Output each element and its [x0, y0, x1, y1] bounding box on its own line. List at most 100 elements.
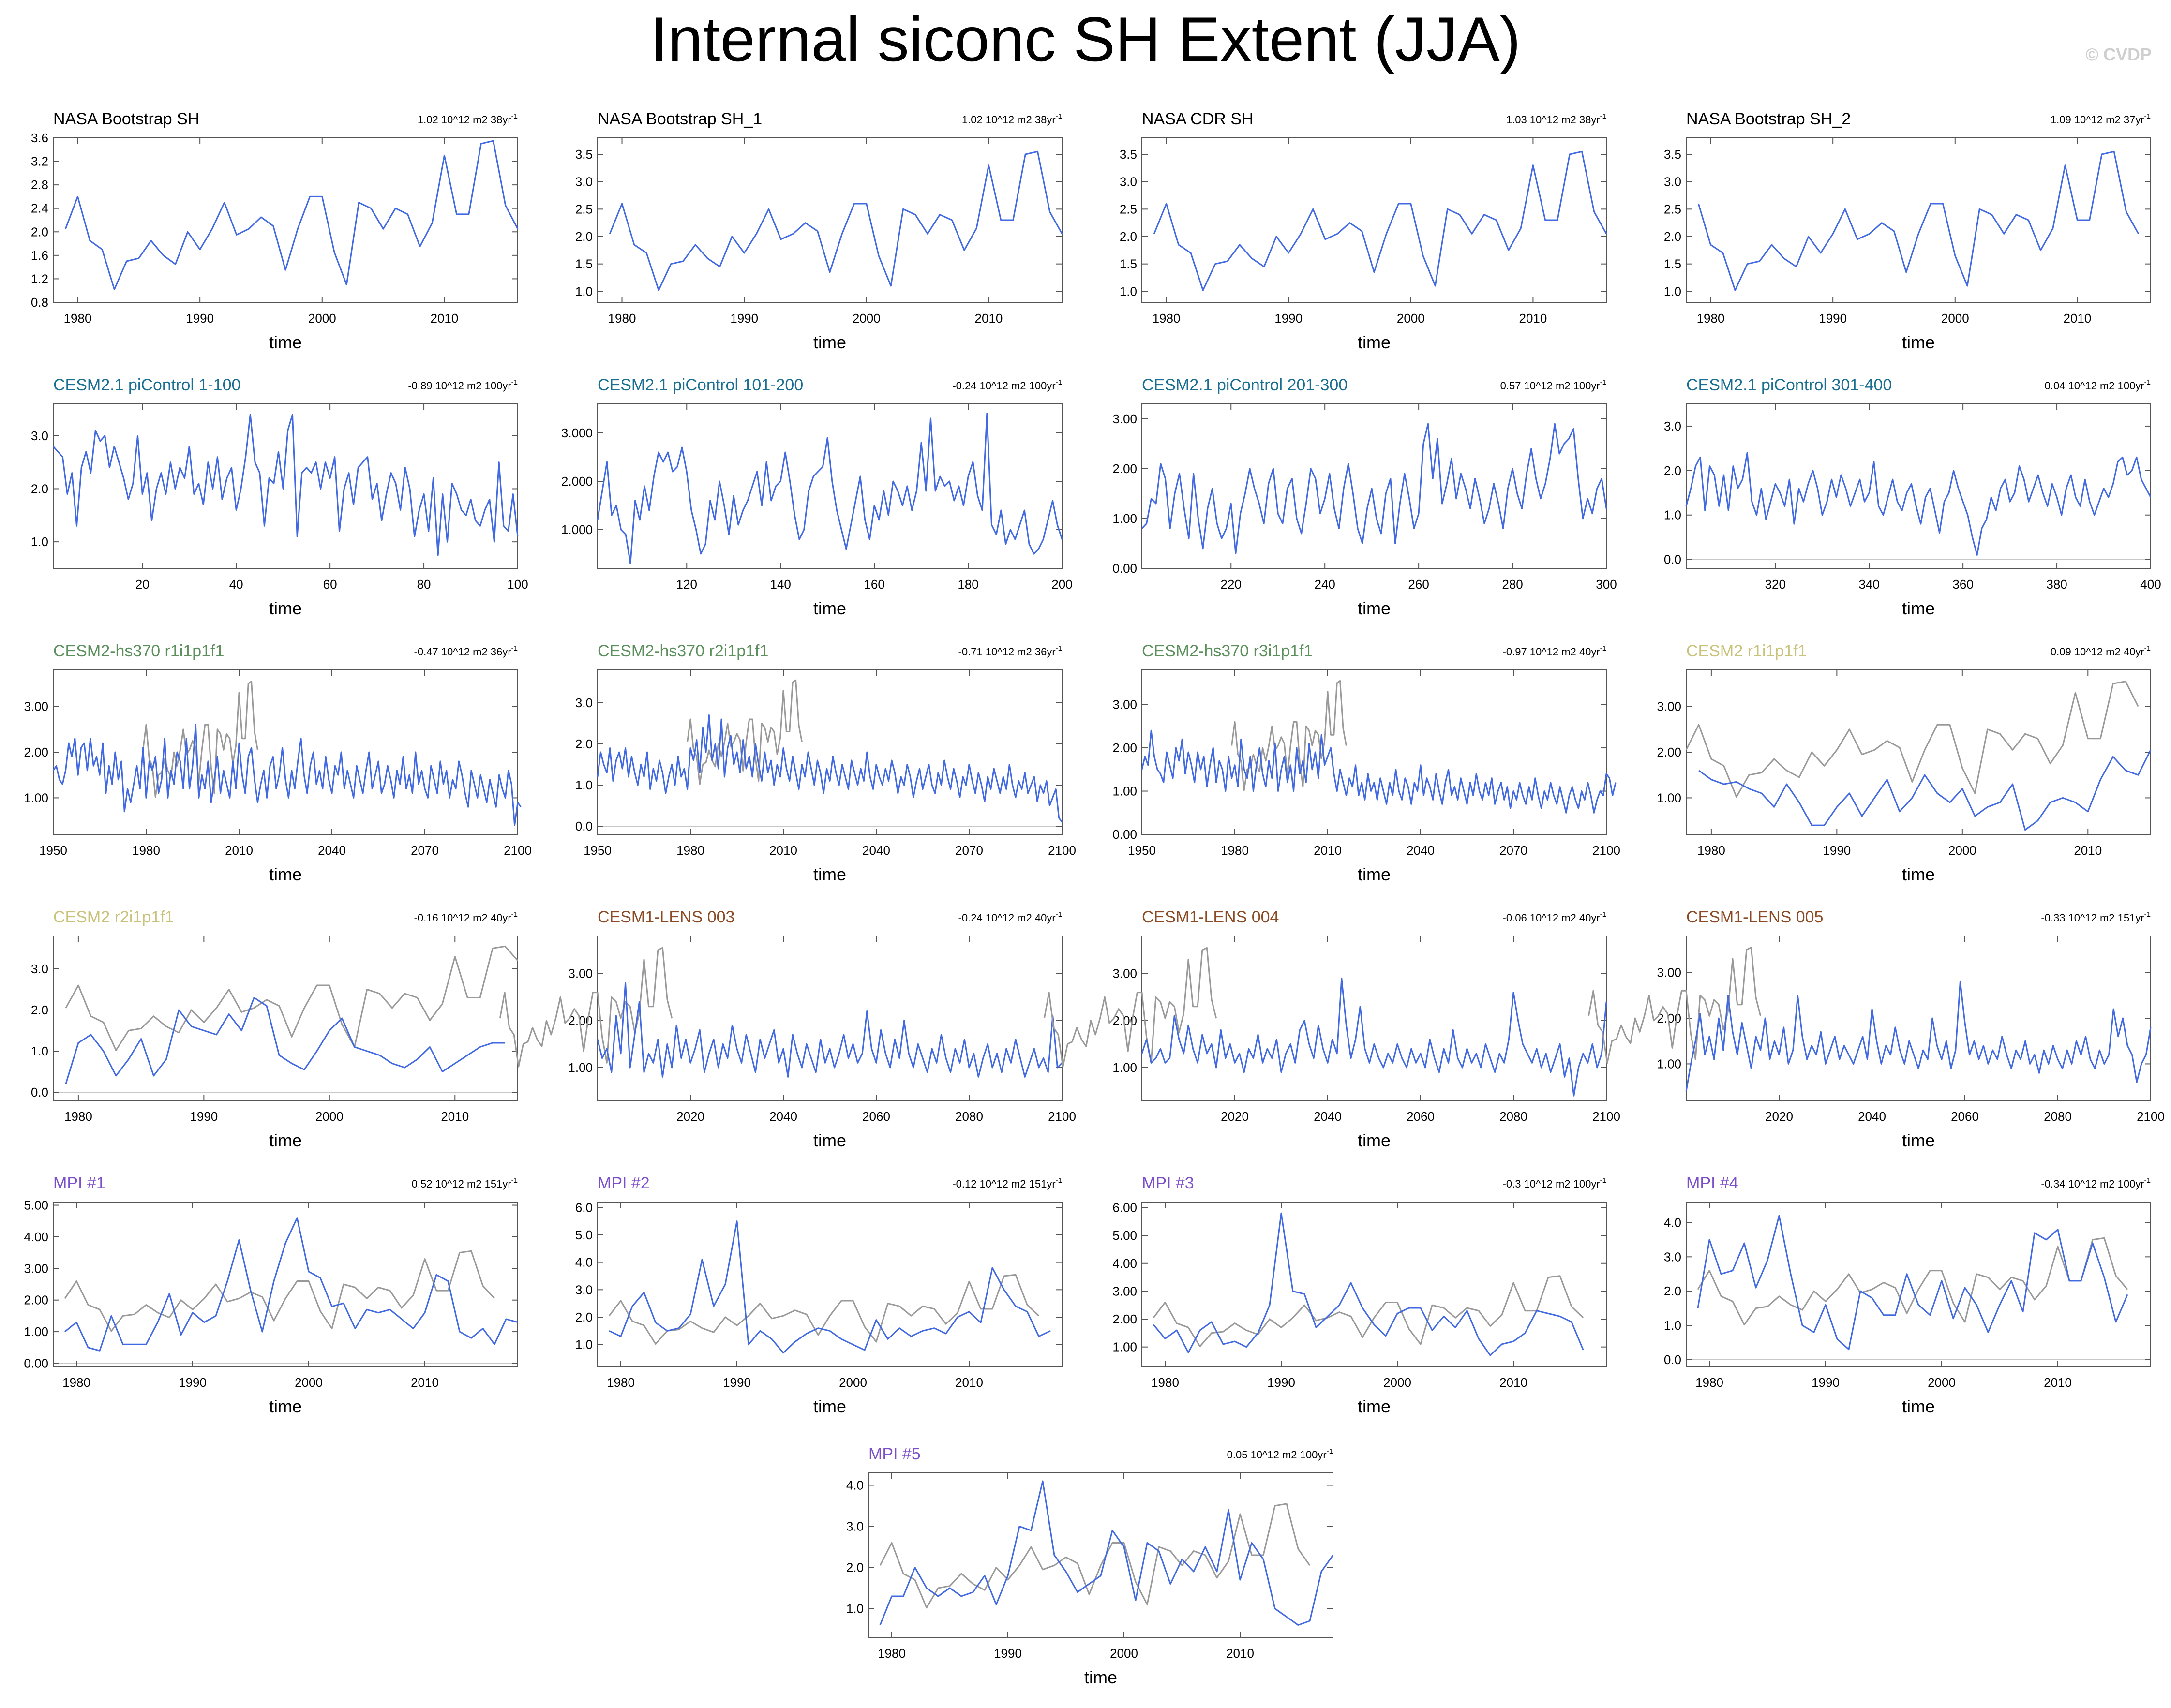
x-tick-label: 2060 [1951, 1109, 1979, 1124]
x-axis-label: time [269, 1396, 302, 1416]
y-tick-label: 4.0 [575, 1255, 593, 1270]
x-tick-label: 2010 [225, 843, 253, 858]
x-tick-label: 2010 [2044, 1375, 2072, 1390]
obs-series-line [1043, 947, 1217, 1068]
trend-label: 0.09 10^12 m2 40yr-1 [2051, 644, 2151, 658]
y-tick-label: 1.00 [1112, 784, 1137, 799]
panel-title: CESM2-hs370 r2i1p1f1 [598, 642, 768, 660]
trend-exponent: -1 [511, 378, 518, 386]
x-axis-label: time [813, 864, 846, 884]
x-axis-label: time [813, 1396, 846, 1416]
x-tick-label: 2010 [1226, 1646, 1254, 1661]
x-tick-label: 400 [2140, 577, 2161, 592]
chart-panel: CESM2-hs370 r2i1p1f1 -0.71 10^12 m2 36yr-… [575, 642, 1076, 884]
plot-frame [53, 936, 518, 1101]
x-tick-label: 2080 [955, 1109, 983, 1124]
trend-exponent: -1 [1056, 910, 1062, 919]
chart-panel: CESM2.1 piControl 101-200 -0.24 10^12 m2 … [561, 376, 1073, 618]
x-axis-label: time [1902, 1396, 1935, 1416]
panel-title: NASA Bootstrap SH [53, 110, 199, 128]
x-tick-label: 2040 [769, 1109, 797, 1124]
chart-panel: NASA Bootstrap SH 1.02 10^12 m2 38yr-1 0.8… [31, 110, 519, 352]
model-series-line [64, 140, 519, 290]
y-tick-label: 2.00 [24, 1293, 48, 1307]
trend-label: 0.52 10^12 m2 151yr-1 [412, 1176, 518, 1190]
chart-panel: CESM2 r2i1p1f1 -0.16 10^12 m2 40yr-1 0.0 1.… [31, 908, 519, 1150]
x-tick-label: 2000 [1397, 311, 1425, 326]
model-series-line [609, 150, 1063, 291]
x-axis-label: time [1358, 1130, 1391, 1150]
y-tick-label: 3.00 [1112, 1284, 1137, 1298]
x-axis-label: time [1358, 332, 1391, 352]
trend-exponent: -1 [1327, 1447, 1333, 1456]
x-axis-label: time [1358, 598, 1391, 618]
x-tick-label: 1990 [1267, 1375, 1295, 1390]
x-tick-label: 80 [417, 577, 431, 592]
y-tick-label: 0.0 [1664, 1352, 1681, 1367]
cvdp-watermark: © CVDP [2085, 45, 2152, 64]
x-tick-label: 2020 [676, 1109, 704, 1124]
model-series-line [65, 997, 506, 1084]
trend-label: 0.57 10^12 m2 100yr-1 [1500, 378, 1606, 392]
plot-frame [1141, 403, 1607, 569]
model-series-line [1141, 423, 1607, 554]
y-tick-label: 1.00 [1112, 1060, 1137, 1075]
obs-series-line [1697, 1237, 2128, 1326]
model-series-line [1153, 1212, 1584, 1356]
y-tick-label: 2.0 [575, 1310, 593, 1324]
panel-title: CESM2.1 piControl 201-300 [1142, 376, 1348, 394]
plot-frame [597, 936, 1063, 1101]
y-tick-label: 4.00 [24, 1230, 48, 1244]
chart-panel: CESM1-LENS 004 -0.06 10^12 m2 40yr-1 1.00 2… [1043, 908, 1620, 1150]
y-tick-label: 1.5 [575, 257, 593, 271]
y-tick-label: 1.0 [846, 1602, 864, 1616]
x-tick-label: 1980 [1221, 843, 1249, 858]
x-tick-label: 1980 [607, 1375, 635, 1390]
x-axis-label: time [1902, 864, 1935, 884]
x-tick-label: 2010 [411, 1375, 439, 1390]
panel-title: CESM2 r2i1p1f1 [53, 908, 174, 926]
x-tick-label: 2010 [1519, 311, 1547, 326]
plot-frame [53, 137, 518, 303]
y-tick-label: 3.5 [1664, 147, 1681, 162]
y-tick-label: 3.000 [561, 426, 593, 440]
trend-exponent: -1 [1600, 644, 1606, 653]
x-tick-label: 2040 [862, 843, 890, 858]
y-tick-label: 1.0 [1120, 284, 1137, 298]
x-tick-label: 2040 [1314, 1109, 1342, 1124]
y-tick-label: 3.0 [846, 1519, 864, 1534]
x-tick-label: 2070 [955, 843, 983, 858]
y-tick-label: 5.00 [1112, 1228, 1137, 1243]
y-tick-label: 3.00 [568, 966, 593, 981]
y-tick-label: 0.00 [1112, 827, 1137, 842]
x-axis-label: time [813, 332, 846, 352]
y-tick-label: 2.000 [561, 474, 593, 489]
chart-panel: MPI #4 -0.34 10^12 m2 100yr-1 0.0 1.0 2.0 3.0… [1664, 1174, 2151, 1416]
x-tick-label: 1980 [878, 1646, 906, 1661]
trend-exponent: -1 [1056, 1176, 1062, 1185]
y-tick-label: 3.00 [1112, 412, 1137, 426]
x-tick-label: 2100 [1048, 843, 1076, 858]
plot-frame [1686, 936, 2151, 1101]
trend-label: -0.89 10^12 m2 100yr-1 [408, 378, 518, 392]
y-tick-label: 1.0 [31, 535, 48, 549]
x-tick-label: 1950 [1128, 843, 1156, 858]
x-tick-label: 2000 [295, 1375, 323, 1390]
y-tick-label: 1.5 [1120, 257, 1137, 271]
y-tick-label: 2.00 [1112, 1312, 1137, 1326]
panel-title: CESM1-LENS 005 [1686, 908, 1823, 926]
x-axis-label: time [269, 864, 302, 884]
chart-panel: NASA CDR SH 1.03 10^12 m2 38yr-1 1.0 1.5 2.0… [1120, 110, 1607, 352]
y-tick-label: 3.0 [575, 175, 593, 189]
x-tick-label: 2080 [2044, 1109, 2072, 1124]
x-tick-label: 2000 [1383, 1375, 1411, 1390]
x-tick-label: 1990 [190, 1109, 218, 1124]
trend-label: -0.12 10^12 m2 151yr-1 [952, 1176, 1062, 1190]
trend-exponent: -1 [511, 910, 518, 919]
obs-series-line [142, 681, 258, 798]
panel-title: MPI #4 [1686, 1174, 1738, 1192]
x-tick-label: 2010 [1314, 843, 1342, 858]
model-series-line [1697, 150, 2140, 291]
x-tick-label: 1980 [1697, 311, 1725, 326]
